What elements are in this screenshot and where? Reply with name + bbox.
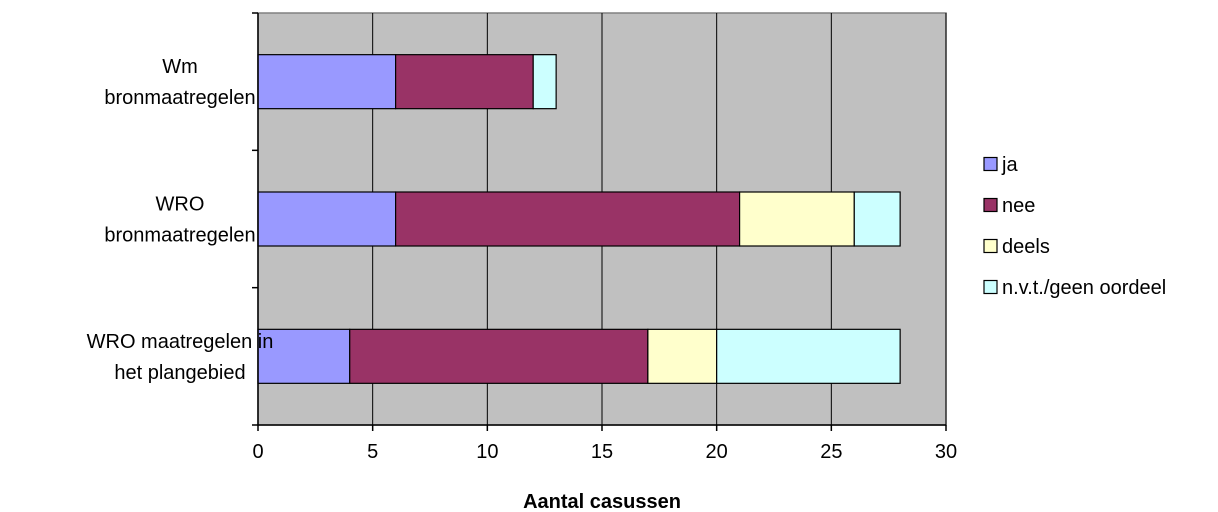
bar-segment-nee <box>395 191 741 247</box>
legend-swatch <box>983 279 998 295</box>
bar-segment-ja <box>257 328 351 384</box>
category-label-line: het plangebied <box>114 362 245 384</box>
legend-item: n.v.t./geen oordeel <box>983 277 1166 299</box>
legend-item: ja <box>983 154 1018 176</box>
bar-segment-ja <box>257 54 397 110</box>
x-tick-label: 5 <box>367 441 378 463</box>
legend-label: nee <box>1002 195 1035 217</box>
x-tick-label: 20 <box>706 441 728 463</box>
axes <box>252 12 947 431</box>
category-label-line: Wm <box>162 56 198 78</box>
bar-segment-nee <box>349 328 649 384</box>
legend-swatch <box>983 238 998 254</box>
category-label-line: WRO <box>156 194 205 216</box>
category-label-line: bronmaatregelen <box>104 225 255 247</box>
x-tick-label: 15 <box>591 441 613 463</box>
bar-segment-deels <box>738 191 855 247</box>
bar-segment-n-v-t-geen-oordeel <box>853 191 901 247</box>
x-tick-labels: 0 5 10 15 20 25 30 <box>252 441 957 463</box>
x-tick-label: 0 <box>252 441 263 463</box>
bar-segment-n-v-t-geen-oordeel <box>716 328 901 384</box>
bar-segment-ja <box>257 191 397 247</box>
bar-series <box>257 54 901 384</box>
x-axis-title: Aantal casussen <box>523 491 681 512</box>
x-tick-label: 30 <box>935 441 957 463</box>
bar-segment-nee <box>395 54 534 110</box>
legend-label: deels <box>1002 236 1050 258</box>
x-tick-label: 25 <box>820 441 842 463</box>
category-label: WRO maatregelen in het plangebied <box>87 331 274 384</box>
category-label: Wm bronmaatregelen <box>104 56 255 109</box>
category-label-line: bronmaatregelen <box>104 87 255 109</box>
legend: ja nee deels n.v.t./geen oordeel <box>983 154 1166 299</box>
legend-label: ja <box>1001 154 1018 176</box>
x-tick-label: 10 <box>476 441 498 463</box>
legend-label: n.v.t./geen oordeel <box>1002 277 1166 299</box>
legend-item: deels <box>983 236 1050 258</box>
legend-swatch <box>983 156 998 172</box>
category-label: WRO bronmaatregelen <box>104 194 255 247</box>
category-labels: Wm bronmaatregelen WRO bronmaatregelen WRO m… <box>87 56 274 384</box>
bar-segment-n-v-t-geen-oordeel <box>532 54 557 110</box>
legend-item: nee <box>983 195 1035 217</box>
legend-swatch <box>983 197 998 213</box>
bar-segment-deels <box>647 328 718 384</box>
category-label-line: WRO maatregelen in <box>87 331 274 353</box>
